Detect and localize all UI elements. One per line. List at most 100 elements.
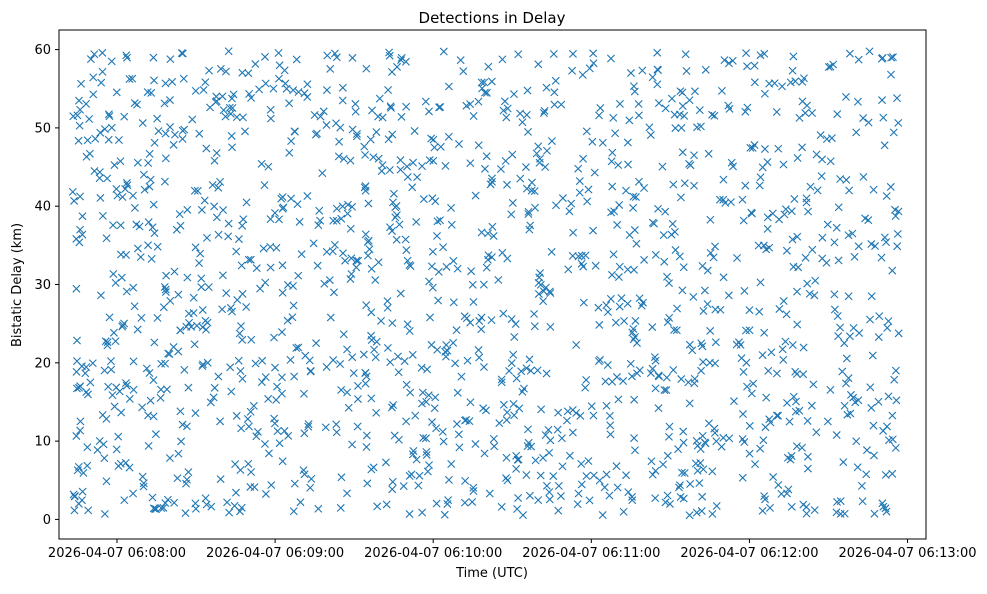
data-point-marker (545, 495, 554, 504)
data-point-marker (574, 252, 583, 261)
data-point-marker (235, 329, 244, 338)
data-point-marker (299, 466, 308, 475)
data-point-marker (236, 322, 245, 331)
data-point-marker (252, 264, 261, 273)
data-point-marker (339, 330, 348, 339)
data-point-marker (518, 118, 527, 127)
data-point-marker (216, 64, 225, 73)
data-point-marker (434, 267, 443, 276)
data-point-marker (434, 296, 443, 305)
data-point-marker (813, 186, 822, 195)
data-point-marker (397, 53, 406, 62)
data-point-marker (314, 504, 323, 513)
data-point-marker (635, 294, 644, 303)
data-point-marker (98, 411, 107, 419)
data-point-marker (83, 136, 92, 145)
data-point-marker (503, 180, 512, 189)
data-point-marker (139, 479, 148, 488)
data-point-marker (489, 434, 498, 443)
data-point-marker (799, 370, 808, 379)
data-point-marker (104, 382, 113, 391)
data-point-marker (584, 185, 593, 194)
data-point-marker (630, 395, 639, 404)
data-point-marker (577, 251, 586, 260)
data-point-marker (483, 229, 492, 238)
data-point-marker (490, 442, 499, 451)
data-point-marker (552, 201, 561, 210)
data-point-marker (704, 149, 713, 158)
data-point-marker (144, 241, 153, 250)
data-point-marker (432, 424, 441, 433)
y-tick-label: 30 (34, 278, 51, 293)
data-point-marker (299, 389, 308, 398)
data-point-marker (836, 509, 845, 518)
data-point-marker (352, 132, 361, 141)
data-point-marker (793, 232, 802, 241)
data-point-marker (724, 59, 733, 68)
data-point-marker (680, 111, 689, 120)
data-point-marker (658, 162, 667, 171)
data-point-marker (516, 109, 525, 118)
data-point-marker (436, 142, 445, 151)
data-point-marker (853, 97, 862, 106)
data-point-marker (541, 163, 550, 171)
data-point-marker (883, 422, 891, 431)
data-point-marker (670, 325, 679, 334)
data-point-marker (283, 280, 292, 289)
data-point-marker (893, 242, 902, 251)
data-point-marker (503, 476, 512, 485)
data-point-marker (488, 177, 496, 186)
data-point-marker (417, 363, 426, 372)
data-point-marker (447, 460, 456, 469)
data-point-marker (125, 463, 134, 472)
data-point-marker (792, 442, 801, 451)
data-point-marker (498, 248, 507, 257)
data-point-marker (344, 403, 353, 412)
data-point-marker (514, 494, 523, 502)
data-point-marker (177, 437, 186, 446)
data-point-marker (433, 345, 442, 354)
data-point-marker (802, 502, 811, 511)
data-point-marker (786, 78, 795, 87)
data-point-marker (480, 449, 489, 458)
data-point-marker (499, 400, 508, 409)
data-point-marker (686, 161, 695, 170)
data-point-marker (108, 391, 117, 400)
data-point-marker (372, 408, 381, 417)
data-point-marker (160, 177, 169, 186)
data-point-marker (870, 451, 879, 460)
data-point-marker (316, 112, 325, 121)
data-point-marker (606, 430, 615, 439)
data-point-marker (234, 235, 243, 244)
data-point-marker (227, 387, 236, 396)
data-point-marker (441, 161, 450, 170)
data-point-marker (808, 109, 817, 117)
data-point-marker (120, 496, 129, 505)
data-point-marker (399, 482, 408, 491)
data-point-marker (563, 407, 572, 416)
data-point-marker (100, 509, 109, 518)
data-point-marker (111, 337, 120, 346)
data-point-marker (133, 325, 142, 334)
data-point-marker (209, 393, 218, 402)
data-point-marker (832, 431, 841, 440)
data-point-marker (589, 59, 598, 68)
data-point-marker (247, 468, 256, 477)
data-point-marker (226, 363, 235, 372)
data-point-marker (750, 78, 759, 87)
data-point-marker (678, 468, 686, 477)
data-point-marker (320, 279, 329, 288)
data-point-marker (868, 351, 877, 360)
data-point-marker (386, 103, 395, 112)
data-point-marker (385, 48, 394, 57)
data-point-marker (348, 202, 357, 211)
data-point-marker (275, 215, 284, 224)
data-point-marker (661, 104, 670, 113)
data-point-marker (118, 193, 127, 202)
data-point-marker (772, 108, 781, 116)
data-point-marker (222, 67, 230, 76)
data-point-marker (177, 49, 186, 58)
data-point-marker (698, 492, 707, 501)
data-point-marker (96, 291, 105, 300)
data-point-marker (159, 503, 168, 512)
